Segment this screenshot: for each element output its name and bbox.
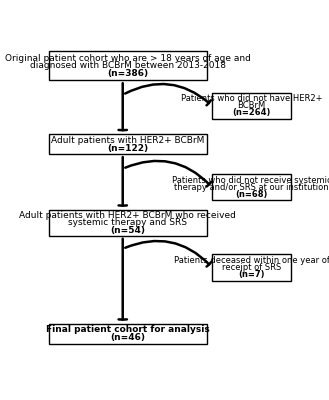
Text: (n=264): (n=264) bbox=[232, 108, 271, 117]
Bar bbox=[49, 324, 207, 344]
Text: Adult patients with HER2+ BCBrM: Adult patients with HER2+ BCBrM bbox=[51, 136, 205, 145]
Bar bbox=[49, 51, 207, 80]
Text: Final patient cohort for analysis: Final patient cohort for analysis bbox=[46, 326, 210, 334]
Text: (n=122): (n=122) bbox=[107, 144, 148, 152]
Text: receipt of SRS: receipt of SRS bbox=[222, 263, 281, 272]
Text: Patients who did not have HER2+: Patients who did not have HER2+ bbox=[181, 94, 322, 103]
Text: (n=386): (n=386) bbox=[107, 69, 148, 78]
Text: Patients who did not receive systemic: Patients who did not receive systemic bbox=[172, 176, 329, 185]
Text: Adult patients with HER2+ BCBrM who received: Adult patients with HER2+ BCBrM who rece… bbox=[19, 211, 236, 220]
Text: (n=7): (n=7) bbox=[238, 270, 265, 279]
Bar bbox=[212, 93, 291, 119]
Text: Patients deceased within one year of: Patients deceased within one year of bbox=[173, 256, 329, 265]
Text: (n=54): (n=54) bbox=[110, 226, 145, 235]
Text: (n=46): (n=46) bbox=[110, 333, 145, 342]
Bar bbox=[49, 210, 207, 236]
Text: therapy and/or SRS at our institution: therapy and/or SRS at our institution bbox=[174, 183, 329, 192]
Text: Original patient cohort who are > 18 years of age and: Original patient cohort who are > 18 yea… bbox=[5, 54, 251, 63]
Bar bbox=[212, 254, 291, 280]
Bar bbox=[49, 134, 207, 154]
Text: BCBrM: BCBrM bbox=[237, 101, 266, 110]
Text: (n=68): (n=68) bbox=[235, 190, 268, 199]
Bar bbox=[212, 174, 291, 200]
Text: systemic therapy and SRS: systemic therapy and SRS bbox=[68, 218, 187, 227]
Text: diagnosed with BCBrM between 2013-2018: diagnosed with BCBrM between 2013-2018 bbox=[30, 61, 226, 70]
